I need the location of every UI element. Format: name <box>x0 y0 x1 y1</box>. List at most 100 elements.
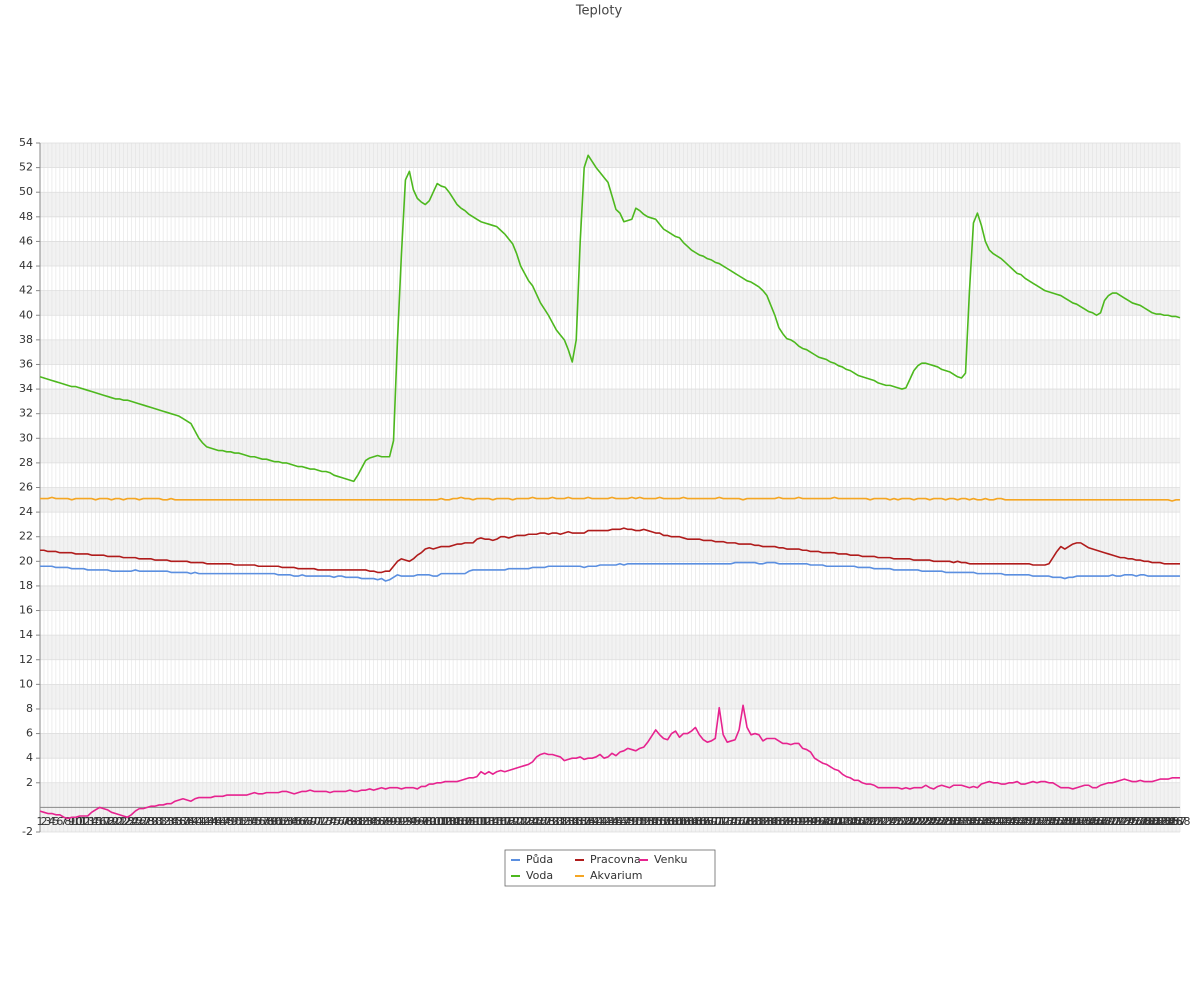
x-tick-label: 98 <box>418 815 432 828</box>
x-tick-label: 193 <box>792 815 813 828</box>
x-tick-label: 257 <box>1046 815 1067 828</box>
x-tick-label: 161 <box>665 815 686 828</box>
x-tick-label: 35 <box>168 815 182 828</box>
x-tick-label: 250 <box>1019 815 1040 828</box>
x-tick-label: 87 <box>375 815 389 828</box>
x-tick-label: 220 <box>899 815 920 828</box>
x-tick-label: 251 <box>1023 815 1044 828</box>
x-tick-label: 216 <box>884 815 905 828</box>
x-tick-label: 53 <box>240 815 254 828</box>
x-tick-label: 102 <box>431 815 452 828</box>
x-tick-label: 20 <box>108 815 122 828</box>
y-tick-label: 38 <box>19 333 33 346</box>
x-tick-label: 259 <box>1054 815 1075 828</box>
x-tick-label: 236 <box>963 815 984 828</box>
legend-label: Akvarium <box>590 869 642 882</box>
x-tick-label: 252 <box>1027 815 1048 828</box>
x-tick-label: 258 <box>1050 815 1071 828</box>
x-tick-label: 19 <box>104 815 118 828</box>
x-tick-label: 282 <box>1146 815 1167 828</box>
x-tick-label: 283 <box>1150 815 1171 828</box>
x-tick-label: 42 <box>196 815 210 828</box>
x-tick-label: 185 <box>760 815 781 828</box>
x-tick-label: 141 <box>586 815 607 828</box>
legend-label: Půda <box>526 853 553 866</box>
x-tick-label: 227 <box>927 815 948 828</box>
x-tick-label: 279 <box>1134 815 1155 828</box>
x-tick-label: 54 <box>244 815 258 828</box>
x-tick-label: 205 <box>840 815 861 828</box>
x-tick-label: 243 <box>991 815 1012 828</box>
x-tick-label: 180 <box>741 815 762 828</box>
x-tick-label: 204 <box>836 815 857 828</box>
x-tick-label: 39 <box>184 815 198 828</box>
x-tick-label: 5 <box>52 815 59 828</box>
x-tick-label: 256 <box>1042 815 1063 828</box>
x-tick-label: 108 <box>455 815 476 828</box>
x-tick-label: 172 <box>709 815 730 828</box>
x-tick-label: 89 <box>383 815 397 828</box>
x-tick-label: 135 <box>562 815 583 828</box>
x-tick-label: 151 <box>625 815 646 828</box>
x-tick-label: 269 <box>1094 815 1115 828</box>
x-tick-label: 116 <box>486 815 507 828</box>
x-tick-label: 278 <box>1130 815 1151 828</box>
grid-band <box>40 585 1180 611</box>
x-tick-label: 168 <box>693 815 714 828</box>
x-tick-label: 16 <box>93 815 107 828</box>
x-tick-label: 210 <box>860 815 881 828</box>
x-tick-label: 215 <box>880 815 901 828</box>
y-tick-label: 6 <box>26 727 33 740</box>
x-tick-label: 212 <box>868 815 889 828</box>
x-tick-label: 268 <box>1090 815 1111 828</box>
y-tick-label: 2 <box>26 776 33 789</box>
x-tick-label: 209 <box>856 815 877 828</box>
grid-band <box>40 241 1180 267</box>
x-tick-label: 274 <box>1114 815 1135 828</box>
x-tick-label: 94 <box>402 815 416 828</box>
x-tick-label: 10 <box>69 815 83 828</box>
x-tick-label: 223 <box>911 815 932 828</box>
chart-title: Teploty <box>575 4 623 19</box>
x-tick-label: 247 <box>1007 815 1028 828</box>
grid-band <box>40 143 1180 168</box>
x-tick-label: 146 <box>605 815 626 828</box>
x-tick-label: 95 <box>406 815 420 828</box>
x-tick-label: 267 <box>1086 815 1107 828</box>
x-tick-label: 253 <box>1030 815 1051 828</box>
x-tick-label: 201 <box>824 815 845 828</box>
x-tick-label: 58 <box>259 815 273 828</box>
x-tick-label: 85 <box>367 815 381 828</box>
x-tick-label: 169 <box>697 815 718 828</box>
x-tick-label: 254 <box>1034 815 1055 828</box>
grid-band <box>40 339 1180 365</box>
x-tick-label: 6 <box>56 815 63 828</box>
x-tick-label: 48 <box>220 815 234 828</box>
x-tick-label: 52 <box>236 815 250 828</box>
x-tick-label: 231 <box>943 815 964 828</box>
x-tick-label: 66 <box>291 815 305 828</box>
x-tick-label: 14 <box>85 815 99 828</box>
x-tick-label: 246 <box>1003 815 1024 828</box>
y-tick-label: 48 <box>19 210 33 223</box>
x-tick-label: 181 <box>744 815 765 828</box>
x-tick-label: 118 <box>494 815 515 828</box>
x-tick-label: 248 <box>1011 815 1032 828</box>
y-tick-label: 40 <box>19 308 33 321</box>
y-tick-label: 26 <box>19 481 33 494</box>
x-tick-label: 32 <box>156 815 170 828</box>
x-tick-label: 202 <box>828 815 849 828</box>
x-tick-label: 69 <box>303 815 317 828</box>
x-tick-label: 111 <box>466 815 487 828</box>
x-tick-label: 187 <box>768 815 789 828</box>
x-tick-label: 190 <box>780 815 801 828</box>
x-tick-label: 145 <box>601 815 622 828</box>
x-tick-label: 280 <box>1138 815 1159 828</box>
x-tick-label: 175 <box>721 815 742 828</box>
x-tick-label: 49 <box>224 815 238 828</box>
x-tick-label: 28 <box>140 815 154 828</box>
x-tick-label: 173 <box>713 815 734 828</box>
x-tick-label: 208 <box>852 815 873 828</box>
x-tick-label: 167 <box>689 815 710 828</box>
